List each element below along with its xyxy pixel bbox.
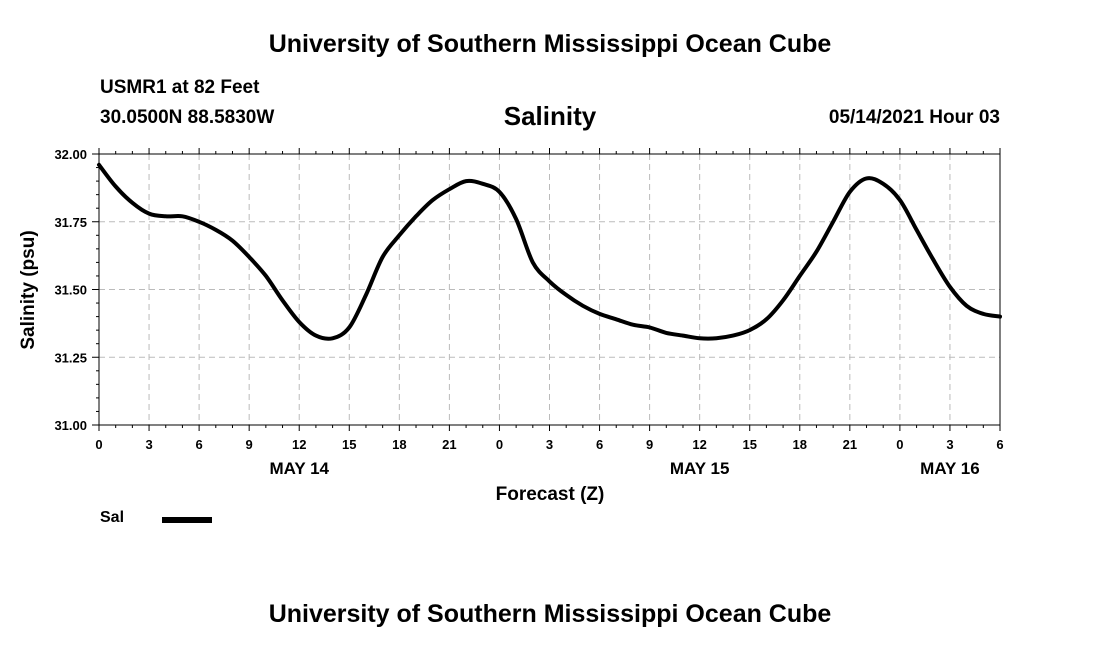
x-tick-label: 21 [843,437,857,452]
y-tick-labels: 31.00 31.25 31.50 31.75 32.00 [54,147,87,433]
x-tick-label: 0 [896,437,903,452]
x-tick-label: 12 [692,437,706,452]
x-tick-label: 0 [95,437,102,452]
y-tick-label: 31.25 [54,350,87,365]
legend-line-swatch [162,517,212,523]
x-tick-label: 3 [546,437,553,452]
x-tick-label: 6 [996,437,1003,452]
x-axis-label: Forecast (Z) [496,484,605,505]
forecast-datetime: 05/14/2021 Hour 03 [828,107,1000,128]
salinity-series-line [97,162,1002,341]
day-label: MAY 14 [269,459,329,478]
station-label: USMR1 at 82 Feet [100,77,260,98]
day-labels: MAY 14 MAY 15 MAY 16 [269,459,979,478]
y-tick-label: 31.75 [54,215,87,230]
chart-footer-title: University of Southern Mississippi Ocean… [268,600,832,628]
x-tick-label: 21 [442,437,456,452]
station-coordinates: 30.0500N 88.5830W [100,107,275,128]
x-tick-label: 0 [496,437,503,452]
x-tick-label: 18 [392,437,406,452]
y-tick-label: 31.00 [54,418,87,433]
x-tick-label: 3 [946,437,953,452]
x-tick-label: 6 [195,437,202,452]
x-tick-label: 15 [742,437,756,452]
day-label: MAY 15 [670,459,730,478]
grid-lines [99,154,1000,425]
legend-label: Sal [100,509,125,526]
x-tick-labels: 0 3 6 9 12 15 18 21 0 3 6 9 12 15 18 21 0 3 6 [95,437,1003,452]
plot-frame [98,153,1001,426]
chart-header-title: University of Southern Mississippi Ocean… [268,30,832,58]
x-tick-label: 6 [596,437,603,452]
x-tick-label: 18 [793,437,807,452]
x-tick-label: 15 [342,437,356,452]
x-tick-label: 9 [646,437,653,452]
x-tick-label: 12 [292,437,306,452]
y-tick-label: 32.00 [54,147,87,162]
x-tick-label: 9 [246,437,253,452]
y-axis-label: Salinity (psu) [18,230,39,349]
chart-title: Salinity [503,101,597,131]
x-tick-label: 3 [145,437,152,452]
day-label: MAY 16 [920,459,980,478]
y-tick-label: 31.50 [54,283,87,298]
